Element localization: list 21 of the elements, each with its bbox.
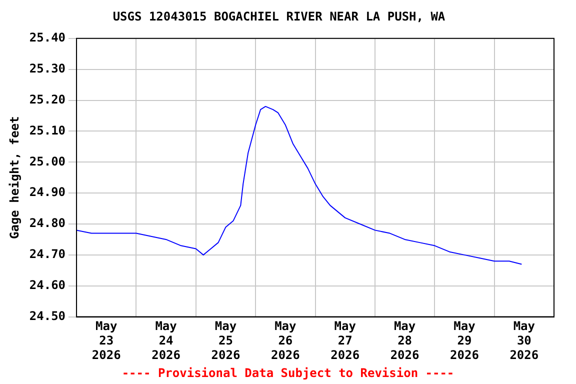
chart-title: USGS 12043015 BOGACHIEL RIVER NEAR LA PUSH, WA — [112, 9, 446, 24]
y-tick-label: 25.40 — [29, 30, 66, 45]
y-tick-label: 24.90 — [29, 185, 66, 200]
y-axis-title: Gage height, feet — [7, 116, 22, 240]
x-tick-label: May 23 2026 — [92, 319, 121, 362]
x-tick-label: May 29 2026 — [450, 319, 479, 362]
y-tick-label: 24.70 — [29, 247, 66, 262]
y-tick-label: 25.00 — [29, 154, 66, 168]
y-tick-label: 25.30 — [29, 61, 66, 76]
x-tick-label: May 25 2026 — [211, 319, 240, 362]
y-tick-label: 25.10 — [29, 123, 66, 138]
x-tick-label: May 30 2026 — [510, 319, 539, 362]
x-tick-label: May 24 2026 — [152, 319, 181, 362]
y-tick-label: 24.50 — [29, 308, 66, 323]
x-tick-label: May 27 2026 — [330, 319, 360, 362]
text: ---- Provisional Data Subject to Revision ---- — [120, 366, 456, 380]
y-tick-label: 24.60 — [29, 278, 66, 292]
y-tick-label: 24.80 — [29, 216, 66, 230]
y-tick-label: 25.20 — [29, 92, 66, 106]
x-tick-label: May 28 2026 — [390, 319, 420, 362]
x-tick-label: May 26 2026 — [270, 319, 300, 362]
